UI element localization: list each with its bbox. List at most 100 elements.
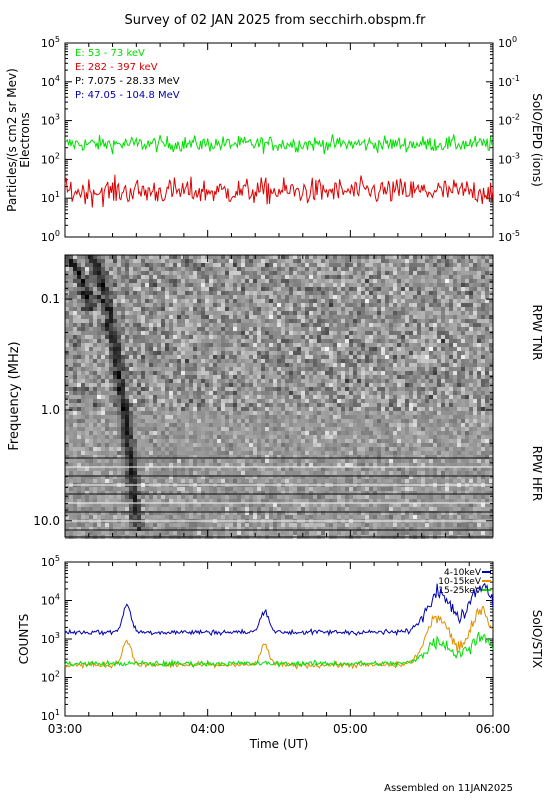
- spectrogram-cell: [77, 311, 81, 315]
- spectrogram-cell: [117, 283, 121, 287]
- spectrogram-cell: [177, 395, 181, 399]
- spectrogram-cell: [277, 431, 281, 435]
- spectrogram-cell: [253, 359, 257, 363]
- spectrogram-cell: [477, 327, 481, 331]
- spectrogram-cell: [393, 319, 397, 323]
- spectrogram-cell: [289, 347, 293, 351]
- spectrogram-cell: [65, 311, 69, 315]
- spectrogram-cell: [141, 419, 145, 423]
- spectrogram-cell: [169, 255, 173, 259]
- spectrogram-cell: [401, 311, 405, 315]
- spectrogram-cell: [269, 259, 273, 263]
- spectrogram-cell: [481, 351, 485, 355]
- spectrogram-cell: [265, 335, 269, 339]
- spectrogram-cell: [337, 415, 341, 419]
- spectrogram-cell: [413, 411, 417, 415]
- spectrogram-cell: [293, 383, 297, 387]
- spectrogram-cell: [313, 411, 317, 415]
- spectrogram-cell: [93, 303, 97, 307]
- spectrogram-cell: [173, 391, 177, 395]
- spectrogram-cell: [313, 399, 317, 403]
- spectrogram-cell: [389, 335, 393, 339]
- spectrogram-cell: [449, 359, 453, 363]
- spectrogram-cell: [353, 371, 357, 375]
- spectrogram-cell: [321, 343, 325, 347]
- spectrogram-cell: [485, 431, 489, 435]
- spectrogram-cell: [313, 303, 317, 307]
- spectrogram-cell: [281, 379, 285, 383]
- spectrogram-cell: [169, 267, 173, 271]
- spectrogram-cell: [341, 383, 345, 387]
- spectrogram-cell: [233, 271, 237, 275]
- spectrogram-cell: [373, 331, 377, 335]
- spectrogram-cell: [193, 331, 197, 335]
- spectrogram-cell: [117, 279, 121, 283]
- spectrogram-cell: [465, 403, 469, 407]
- spectrogram-cell: [113, 419, 117, 423]
- spectrogram-cell: [133, 283, 137, 287]
- spectrogram-cell: [273, 291, 277, 295]
- spectrogram-cell: [81, 355, 85, 359]
- spectrogram-cell: [269, 375, 273, 379]
- spectrogram-cell: [301, 295, 305, 299]
- spectrogram-cell: [213, 403, 217, 407]
- spectrogram-cell: [345, 311, 349, 315]
- spectrogram-cell: [193, 355, 197, 359]
- spectrogram-cell: [337, 423, 341, 427]
- spectrogram-cell: [221, 391, 225, 395]
- spectrogram-cell: [409, 327, 413, 331]
- spectrogram-cell: [221, 427, 225, 431]
- spectrogram-cell: [129, 367, 133, 371]
- spectrogram-cell: [73, 319, 77, 323]
- spectrogram-cell: [137, 379, 141, 383]
- spectrogram-cell: [485, 319, 489, 323]
- spectrogram-cell: [209, 331, 213, 335]
- spectrogram-cell: [349, 347, 353, 351]
- spectrogram-cell: [313, 351, 317, 355]
- spectrogram-cell: [485, 315, 489, 319]
- spectrogram-cell: [433, 283, 437, 287]
- spectrogram-cell: [445, 275, 449, 279]
- spectrogram-cell: [385, 379, 389, 383]
- spectrogram-cell: [217, 403, 221, 407]
- spectrogram-cell: [321, 399, 325, 403]
- spectrogram-cell: [173, 323, 177, 327]
- spectrogram-cell: [141, 295, 145, 299]
- spectrogram-cell: [405, 423, 409, 427]
- spectrogram-cell: [361, 303, 365, 307]
- spectrogram-cell: [101, 271, 105, 275]
- spectrogram-cell: [261, 307, 265, 311]
- spectrogram-cell: [333, 359, 337, 363]
- spectrogram-cell: [313, 347, 317, 351]
- spectrogram-cell: [121, 287, 125, 291]
- spectrogram-cell: [205, 395, 209, 399]
- spectrogram-cell: [117, 363, 121, 367]
- spectrogram-cell: [425, 431, 429, 435]
- spectrogram-cell: [253, 319, 257, 323]
- spectrogram-cell: [465, 431, 469, 435]
- spectrogram-cell: [245, 399, 249, 403]
- spectrogram-cell: [389, 331, 393, 335]
- spectrogram-cell: [453, 311, 457, 315]
- spectrogram-cell: [301, 415, 305, 419]
- spectrogram-cell: [377, 327, 381, 331]
- spectrogram-cell: [245, 307, 249, 311]
- spectrogram-cell: [253, 367, 257, 371]
- spectrogram-cell: [149, 411, 153, 415]
- spectrogram-cell: [245, 419, 249, 423]
- spectrogram-cell: [393, 387, 397, 391]
- spectrogram-cell: [149, 355, 153, 359]
- spectrogram-cell: [301, 343, 305, 347]
- spectrogram-cell: [345, 375, 349, 379]
- spectrogram-cell: [285, 295, 289, 299]
- spectrogram-cell: [465, 339, 469, 343]
- spectrogram-cell: [141, 283, 145, 287]
- spectrogram-cell: [381, 391, 385, 395]
- spectrogram-cell: [197, 427, 201, 431]
- spectrogram-cell: [249, 367, 253, 371]
- spectrogram-cell: [333, 399, 337, 403]
- spectrogram-cell: [261, 351, 265, 355]
- spectrogram-cell: [385, 295, 389, 299]
- spectrogram-cell: [201, 287, 205, 291]
- spectrogram-cell: [161, 311, 165, 315]
